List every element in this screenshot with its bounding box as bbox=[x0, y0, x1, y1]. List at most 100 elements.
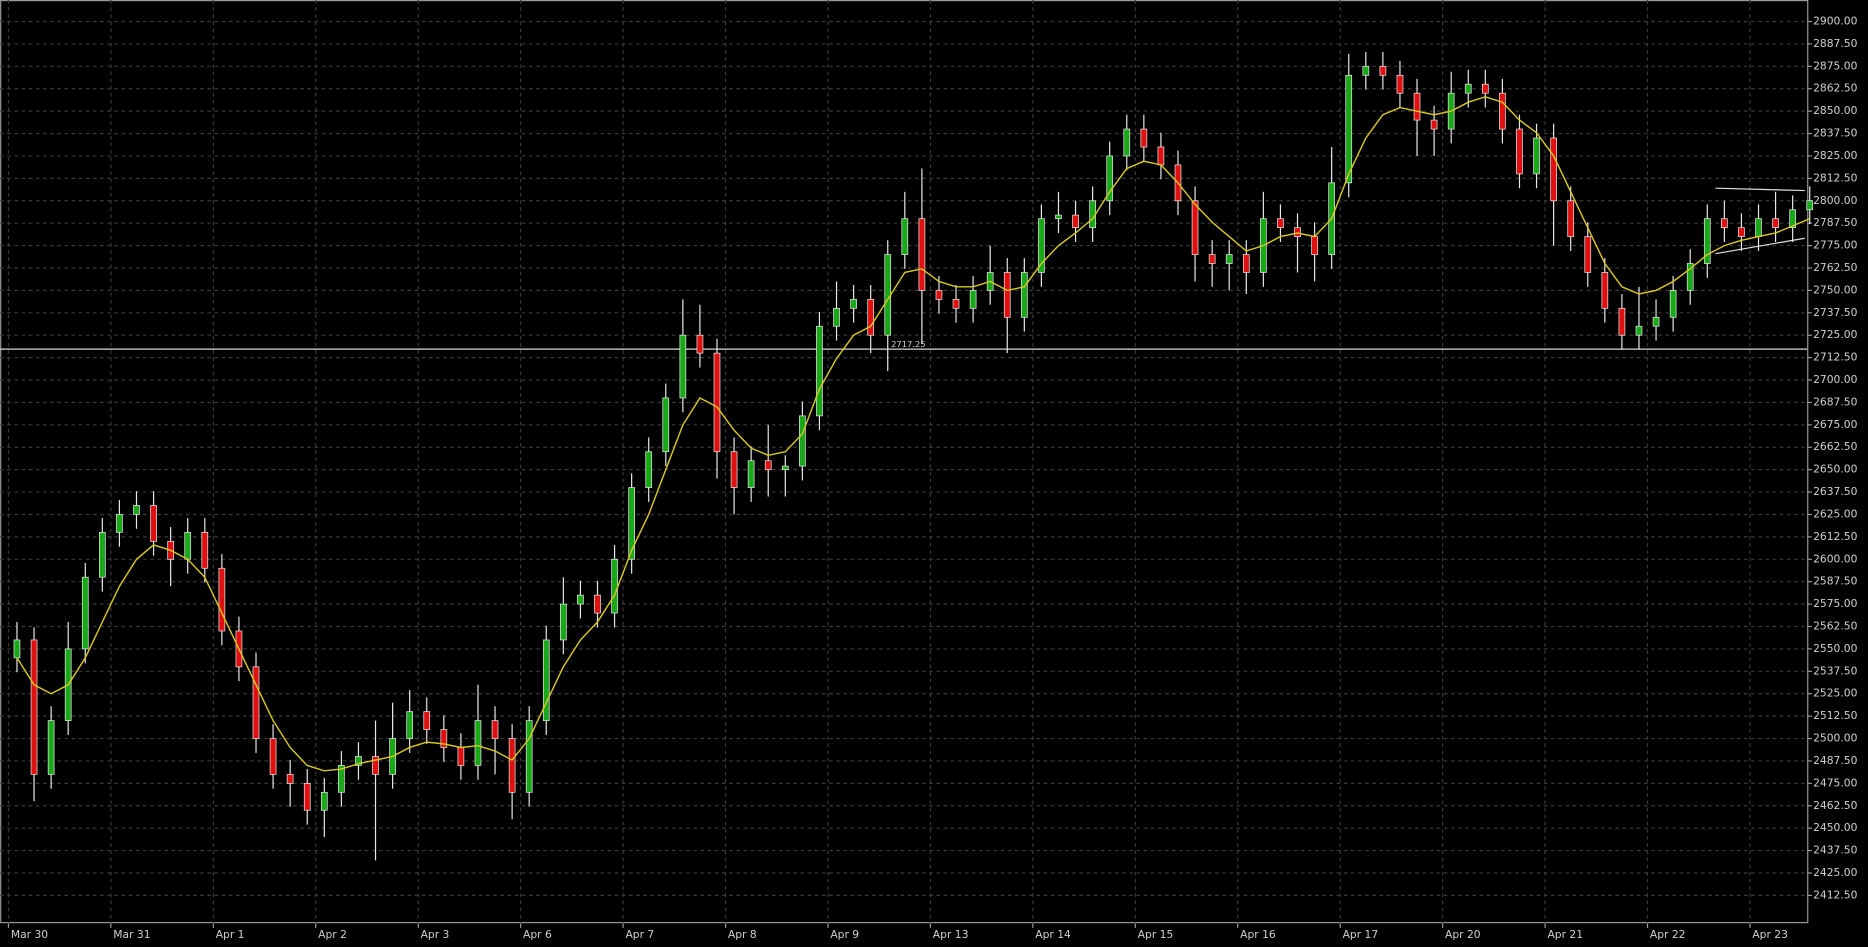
candle-body bbox=[799, 415, 806, 467]
candle-body bbox=[133, 505, 140, 515]
candle-body bbox=[1106, 155, 1114, 202]
x-tick-label: Apr 2 bbox=[318, 928, 347, 941]
candle-body bbox=[1806, 200, 1814, 211]
y-tick-label: 2525.00 bbox=[1813, 687, 1858, 700]
candle-body bbox=[901, 218, 909, 255]
x-tick-label: Apr 6 bbox=[523, 928, 552, 941]
candle-body bbox=[628, 487, 635, 560]
y-tick-label: 2687.50 bbox=[1813, 395, 1858, 408]
x-tick-label: Apr 15 bbox=[1138, 928, 1174, 941]
candle-body bbox=[611, 558, 618, 614]
y-tick-label: 2425.00 bbox=[1813, 866, 1858, 879]
candle-body bbox=[1345, 74, 1353, 184]
candle-body bbox=[1721, 218, 1728, 229]
candle-body bbox=[474, 720, 482, 766]
x-tick-label: Apr 1 bbox=[216, 928, 245, 941]
candle-body bbox=[1123, 128, 1131, 157]
candle-body bbox=[1772, 218, 1779, 229]
candle-body bbox=[491, 720, 499, 739]
candle-body bbox=[1311, 236, 1318, 255]
y-tick-label: 2725.00 bbox=[1813, 328, 1858, 341]
candle-body bbox=[867, 299, 875, 336]
candle-body bbox=[286, 774, 294, 784]
candle-body bbox=[1686, 263, 1694, 291]
y-tick-label: 2887.50 bbox=[1813, 37, 1858, 50]
y-tick-label: 2612.50 bbox=[1813, 530, 1858, 543]
plot-frame bbox=[0, 0, 1809, 924]
candle-body bbox=[269, 738, 277, 775]
candle-body bbox=[696, 334, 704, 354]
level-label: 2717.25 bbox=[891, 339, 925, 349]
candle-body bbox=[1430, 119, 1438, 130]
candle-body bbox=[833, 307, 840, 327]
candle-body bbox=[372, 756, 379, 775]
candle-body bbox=[1635, 325, 1643, 336]
y-tick-label: 2850.00 bbox=[1813, 104, 1858, 117]
candle-body bbox=[1516, 128, 1523, 175]
moving-average bbox=[16, 96, 1811, 772]
candle-body bbox=[1140, 128, 1148, 148]
y-tick-label: 2825.00 bbox=[1813, 149, 1858, 162]
x-tick-label: Apr 7 bbox=[625, 928, 654, 941]
candle-body bbox=[781, 465, 789, 471]
y-tick-label: 2600.00 bbox=[1813, 552, 1858, 565]
x-tick-label: Apr 20 bbox=[1445, 928, 1481, 941]
candle-body bbox=[1191, 200, 1199, 255]
x-tick-label: Apr 22 bbox=[1650, 928, 1686, 941]
candle-body bbox=[1499, 92, 1506, 130]
candle-body bbox=[1055, 214, 1062, 220]
y-tick-label: 2675.00 bbox=[1813, 418, 1858, 431]
candle-body bbox=[1362, 65, 1370, 76]
candle-body bbox=[1601, 272, 1609, 309]
y-tick-label: 2637.50 bbox=[1813, 485, 1858, 498]
y-tick-label: 2812.50 bbox=[1813, 171, 1858, 184]
candle-body bbox=[184, 532, 192, 560]
y-tick-label: 2450.00 bbox=[1813, 821, 1858, 834]
candle-body bbox=[525, 720, 533, 793]
y-tick-label: 2762.50 bbox=[1813, 261, 1858, 274]
x-tick-label: Mar 30 bbox=[11, 928, 48, 941]
candle-body bbox=[355, 756, 362, 766]
candle-body bbox=[406, 711, 414, 739]
candle-body bbox=[1003, 272, 1011, 318]
y-tick-label: 2412.50 bbox=[1813, 888, 1858, 901]
candle-body bbox=[320, 791, 328, 811]
y-tick-label: 2750.00 bbox=[1813, 283, 1858, 296]
candle-body bbox=[81, 576, 89, 650]
y-tick-label: 2650.00 bbox=[1813, 463, 1858, 476]
candle-body bbox=[1550, 137, 1557, 202]
y-tick-label: 2537.50 bbox=[1813, 664, 1858, 677]
candle-body bbox=[1567, 200, 1575, 237]
x-tick-label: Apr 8 bbox=[728, 928, 757, 941]
y-tick-label: 2712.50 bbox=[1813, 351, 1858, 364]
y-tick-label: 2700.00 bbox=[1813, 373, 1858, 386]
candle-body bbox=[1464, 83, 1472, 94]
candle-body bbox=[542, 639, 550, 721]
candle-body bbox=[1755, 218, 1762, 237]
x-tick-label: Apr 16 bbox=[1240, 928, 1276, 941]
candle-body bbox=[252, 666, 260, 739]
x-tick-label: Apr 14 bbox=[1035, 928, 1071, 941]
candle-body bbox=[1379, 65, 1387, 76]
candle-body bbox=[201, 532, 209, 569]
candle-body bbox=[1481, 83, 1489, 94]
y-tick-label: 2487.50 bbox=[1813, 754, 1858, 767]
candle-body bbox=[1669, 290, 1677, 318]
candle-body bbox=[850, 299, 857, 309]
candle-body bbox=[1652, 316, 1660, 327]
candle-body bbox=[440, 729, 448, 748]
candle-body bbox=[645, 451, 653, 488]
candle-body bbox=[764, 460, 772, 471]
y-tick-label: 2662.50 bbox=[1813, 440, 1858, 453]
candle-body bbox=[150, 505, 157, 542]
y-tick-label: 2862.50 bbox=[1813, 82, 1858, 95]
candle-body bbox=[423, 711, 431, 730]
candle-body bbox=[577, 594, 584, 605]
candle-body bbox=[1584, 236, 1592, 273]
candle-body bbox=[560, 603, 567, 641]
candle-body bbox=[1396, 74, 1404, 94]
y-tick-label: 2800.00 bbox=[1813, 194, 1858, 207]
x-tick-label: Apr 21 bbox=[1547, 928, 1583, 941]
